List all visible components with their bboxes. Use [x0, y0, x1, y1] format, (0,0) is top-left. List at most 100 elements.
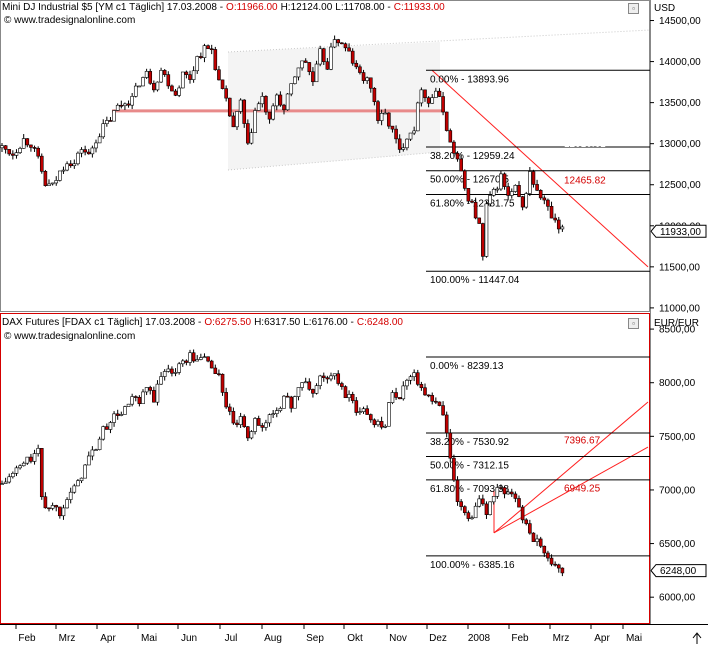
bottom-fib-label: 38.20% - 7530.92: [430, 437, 509, 448]
top-candle-body: [415, 102, 420, 132]
bottom-candle-body: [246, 426, 250, 439]
top-candle-body: [481, 223, 485, 257]
bottom-candle-body: [517, 498, 521, 508]
top-candle-body: [224, 88, 228, 99]
top-candle-body: [491, 188, 496, 196]
top-ytick-label: 13000,00: [659, 139, 701, 150]
top-candle-body: [513, 185, 518, 192]
bottom-level-label: 7396.67: [564, 435, 601, 446]
top-candle-body: [419, 89, 424, 104]
bottom-candle-body: [260, 425, 265, 428]
bottom-candle-body: [137, 396, 142, 405]
top-candle-body: [170, 85, 174, 92]
top-candle-body: [332, 39, 337, 48]
bottom-candle-body: [180, 360, 185, 365]
top-candle-body: [434, 90, 438, 98]
top-candle-body: [462, 170, 467, 189]
top-fib-label: 0.00% - 13893.96: [430, 74, 509, 85]
top-candle-body: [220, 79, 225, 89]
top-candle-body: [495, 188, 500, 191]
bottom-open: O:6275.50: [204, 317, 252, 328]
top-candle-body: [365, 77, 369, 81]
bottom-candle-body: [184, 360, 189, 363]
bottom-candle-body: [488, 501, 492, 515]
bottom-candle-body: [556, 564, 561, 569]
bottom-candle-body: [376, 421, 380, 426]
bottom-candle-body: [115, 413, 120, 416]
top-close: C:11933.00: [393, 2, 445, 13]
bottom-candle-body: [296, 387, 301, 397]
bottom-candle-body: [340, 383, 344, 387]
top-candle-body: [274, 94, 279, 107]
top-candle-body: [394, 128, 398, 140]
top-candle-body: [141, 77, 145, 87]
bottom-candle-body: [332, 373, 337, 377]
top-candle-body: [546, 199, 550, 207]
bottom-symbol: DAX Futures [FDAX c1 Täglich] 17.03.2008…: [2, 317, 202, 328]
top-candle-body: [502, 173, 507, 187]
bottom-last-value-box: [650, 564, 707, 578]
x-tick-label: Mrz: [59, 633, 76, 644]
top-candle-body: [408, 132, 413, 140]
top-candle-body: [441, 96, 445, 113]
top-candle-body: [86, 151, 91, 155]
top-candle-body: [459, 158, 463, 172]
top-candle-body: [325, 61, 330, 70]
top-pane-maximize-icon[interactable]: ▫: [628, 3, 639, 14]
bottom-candle-body: [524, 519, 529, 524]
bottom-candle-body: [267, 414, 272, 424]
top-channel-lower: [227, 151, 441, 171]
x-tick-label: Okt: [347, 633, 363, 644]
bottom-candle-body: [502, 487, 507, 495]
bottom-candle-body: [477, 498, 482, 507]
bottom-pane-maximize-icon[interactable]: ▫: [628, 318, 639, 329]
top-candle-body: [307, 62, 312, 73]
top-candle-body: [108, 120, 113, 122]
bottom-candle-body: [170, 368, 174, 374]
bottom-candle-body: [343, 386, 348, 399]
bottom-candle-body: [455, 479, 460, 502]
top-candle-body: [246, 123, 250, 144]
top-candle-body: [32, 147, 37, 149]
bottom-candle-body: [97, 438, 102, 450]
bottom-candle-body: [0, 483, 4, 485]
top-candle-body: [444, 111, 449, 131]
top-candle-body: [97, 136, 102, 144]
x-tick-label: Nov: [389, 633, 407, 644]
bottom-candle-body: [412, 372, 416, 378]
bottom-candle-body: [29, 456, 33, 462]
top-candle-body: [123, 103, 127, 107]
x-tick-label: 2008: [468, 633, 491, 644]
bottom-candle-body: [155, 383, 160, 403]
top-candle-body: [350, 50, 355, 64]
bottom-candle-body: [11, 473, 15, 478]
bottom-candle-body: [217, 373, 221, 376]
top-candle-body: [68, 163, 73, 167]
x-tick-label: Mai: [141, 633, 157, 644]
top-candle-body: [488, 195, 492, 205]
bottom-candle-body: [58, 506, 62, 517]
top-candle-body: [260, 96, 265, 105]
top-candle-body: [509, 191, 514, 196]
bottom-candle-body: [18, 465, 22, 469]
bottom-close: C:6248.00: [356, 317, 403, 328]
bottom-candle-body: [499, 487, 503, 489]
bottom-candle-body: [372, 419, 377, 426]
x-tick-label: Feb: [18, 633, 36, 644]
bottom-candle-body: [249, 431, 254, 439]
x-axis-arrow-head: [692, 632, 702, 639]
bottom-candle-body: [466, 512, 471, 519]
bottom-candle-body: [491, 496, 496, 503]
bottom-candle-body: [368, 414, 373, 421]
top-candle-body: [191, 70, 196, 80]
top-candle-body: [137, 85, 142, 88]
top-candle-body: [520, 196, 525, 208]
top-candle-body: [303, 60, 308, 63]
x-tick-label: Sep: [306, 633, 324, 644]
top-candle-body: [177, 87, 181, 96]
bottom-candle-body: [321, 375, 326, 379]
bottom-candle-body: [434, 400, 438, 403]
bottom-candle-body: [159, 376, 163, 385]
bottom-fib-label: 0.00% - 8239.13: [430, 361, 504, 372]
